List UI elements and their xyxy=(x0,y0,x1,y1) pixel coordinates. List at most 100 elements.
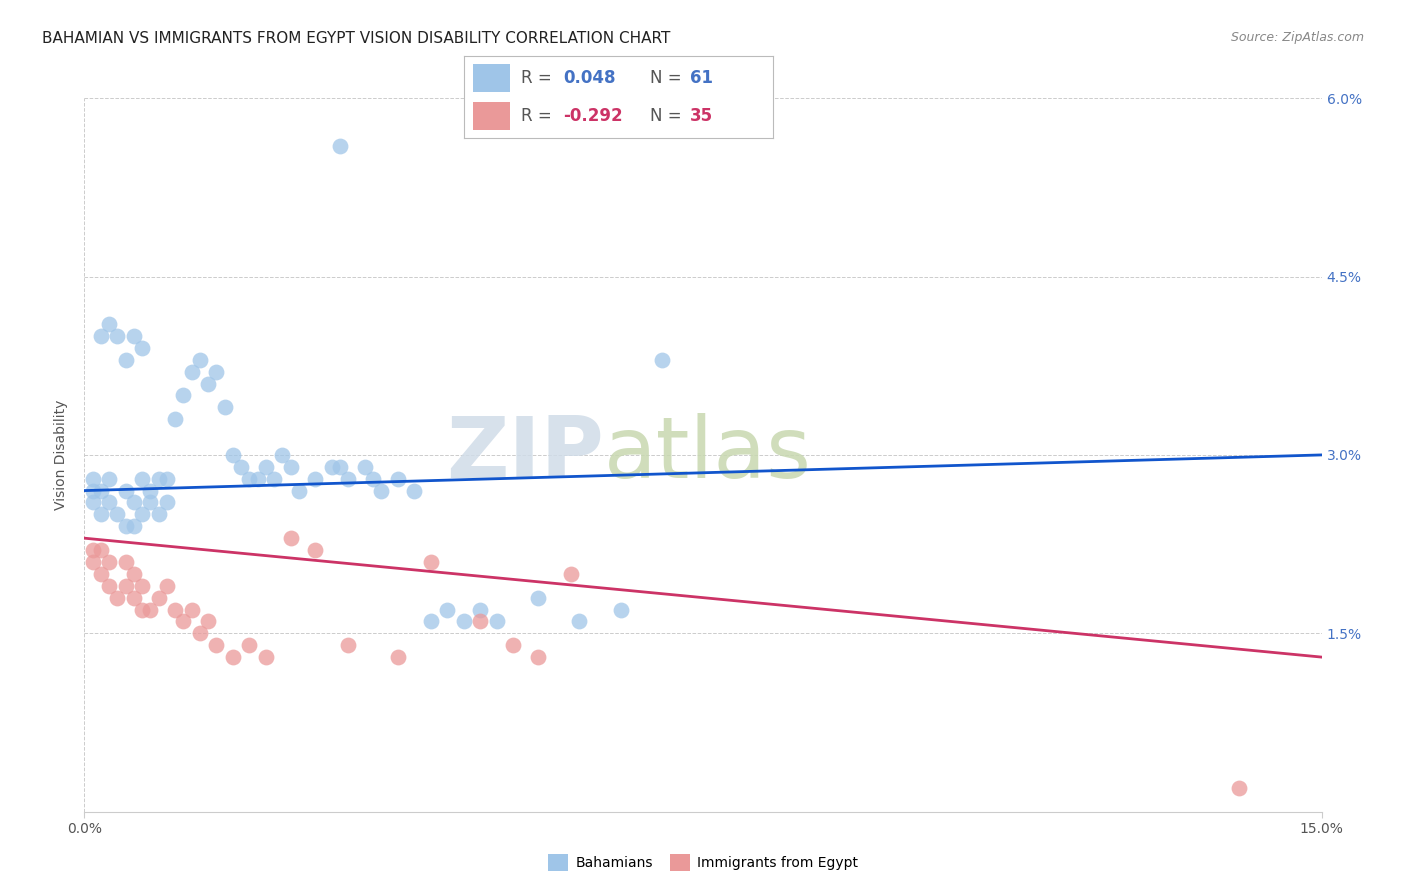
Point xyxy=(114,519,136,533)
Point xyxy=(337,472,360,486)
Point xyxy=(419,555,441,569)
Point xyxy=(82,555,104,569)
Point xyxy=(188,352,211,367)
Y-axis label: Vision Disability: Vision Disability xyxy=(55,400,69,510)
Point xyxy=(470,602,492,616)
Text: R =: R = xyxy=(522,69,553,87)
Point xyxy=(90,329,112,343)
Point xyxy=(165,602,187,616)
Text: 35: 35 xyxy=(690,107,713,125)
Point xyxy=(148,591,170,605)
Point xyxy=(280,531,302,545)
Text: N =: N = xyxy=(650,107,681,125)
Point xyxy=(321,459,343,474)
Point xyxy=(165,412,187,426)
Point xyxy=(90,508,112,522)
Point xyxy=(263,472,285,486)
Point xyxy=(82,472,104,486)
Point xyxy=(337,638,360,652)
Point xyxy=(114,352,136,367)
Point xyxy=(131,508,153,522)
Point xyxy=(82,483,104,498)
Text: Source: ZipAtlas.com: Source: ZipAtlas.com xyxy=(1230,31,1364,45)
Point xyxy=(205,638,228,652)
Point xyxy=(105,508,128,522)
Point xyxy=(329,459,352,474)
Text: atlas: atlas xyxy=(605,413,813,497)
Point xyxy=(131,341,153,355)
Point xyxy=(98,555,121,569)
Point xyxy=(214,401,236,415)
Point xyxy=(197,615,219,629)
Point xyxy=(288,483,311,498)
Point xyxy=(131,602,153,616)
Point xyxy=(139,483,162,498)
Point xyxy=(98,579,121,593)
Point xyxy=(98,317,121,331)
Point xyxy=(1227,780,1250,795)
Text: -0.292: -0.292 xyxy=(562,107,623,125)
Text: 61: 61 xyxy=(690,69,713,87)
Point xyxy=(470,615,492,629)
Point xyxy=(419,615,441,629)
FancyBboxPatch shape xyxy=(474,64,510,92)
Point xyxy=(188,626,211,640)
Point xyxy=(205,365,228,379)
Point xyxy=(527,591,550,605)
Text: 0.048: 0.048 xyxy=(562,69,616,87)
Point xyxy=(122,519,145,533)
Point xyxy=(82,543,104,558)
Point xyxy=(254,650,277,665)
Text: BAHAMIAN VS IMMIGRANTS FROM EGYPT VISION DISABILITY CORRELATION CHART: BAHAMIAN VS IMMIGRANTS FROM EGYPT VISION… xyxy=(42,31,671,46)
Point xyxy=(387,472,409,486)
Point xyxy=(180,602,202,616)
Point xyxy=(222,448,245,462)
Text: N =: N = xyxy=(650,69,681,87)
Point xyxy=(122,566,145,581)
Point xyxy=(404,483,426,498)
Point xyxy=(254,459,277,474)
Point xyxy=(304,472,326,486)
Point xyxy=(568,615,591,629)
Point xyxy=(172,388,194,402)
FancyBboxPatch shape xyxy=(474,103,510,130)
Point xyxy=(560,566,582,581)
Point xyxy=(238,472,260,486)
Point xyxy=(197,376,219,391)
Point xyxy=(304,543,326,558)
Point xyxy=(436,602,458,616)
Point xyxy=(485,615,508,629)
Point xyxy=(131,472,153,486)
Point xyxy=(387,650,409,665)
Point xyxy=(105,591,128,605)
Point xyxy=(90,566,112,581)
Point xyxy=(139,495,162,509)
Point xyxy=(98,472,121,486)
Point xyxy=(329,138,352,153)
Point xyxy=(156,579,179,593)
Point xyxy=(229,459,252,474)
Point xyxy=(180,365,202,379)
Point xyxy=(122,329,145,343)
Point xyxy=(82,495,104,509)
Point xyxy=(156,495,179,509)
Point xyxy=(353,459,375,474)
Point xyxy=(280,459,302,474)
Point xyxy=(502,638,524,652)
Point xyxy=(131,579,153,593)
Point xyxy=(122,591,145,605)
Point xyxy=(156,472,179,486)
Point xyxy=(114,555,136,569)
Point xyxy=(453,615,475,629)
Point xyxy=(238,638,260,652)
Point xyxy=(114,579,136,593)
Text: R =: R = xyxy=(522,107,553,125)
Point xyxy=(98,495,121,509)
Point xyxy=(90,483,112,498)
Point xyxy=(105,329,128,343)
Point xyxy=(370,483,392,498)
Point xyxy=(148,508,170,522)
Point xyxy=(609,602,631,616)
Point xyxy=(527,650,550,665)
Point xyxy=(172,615,194,629)
